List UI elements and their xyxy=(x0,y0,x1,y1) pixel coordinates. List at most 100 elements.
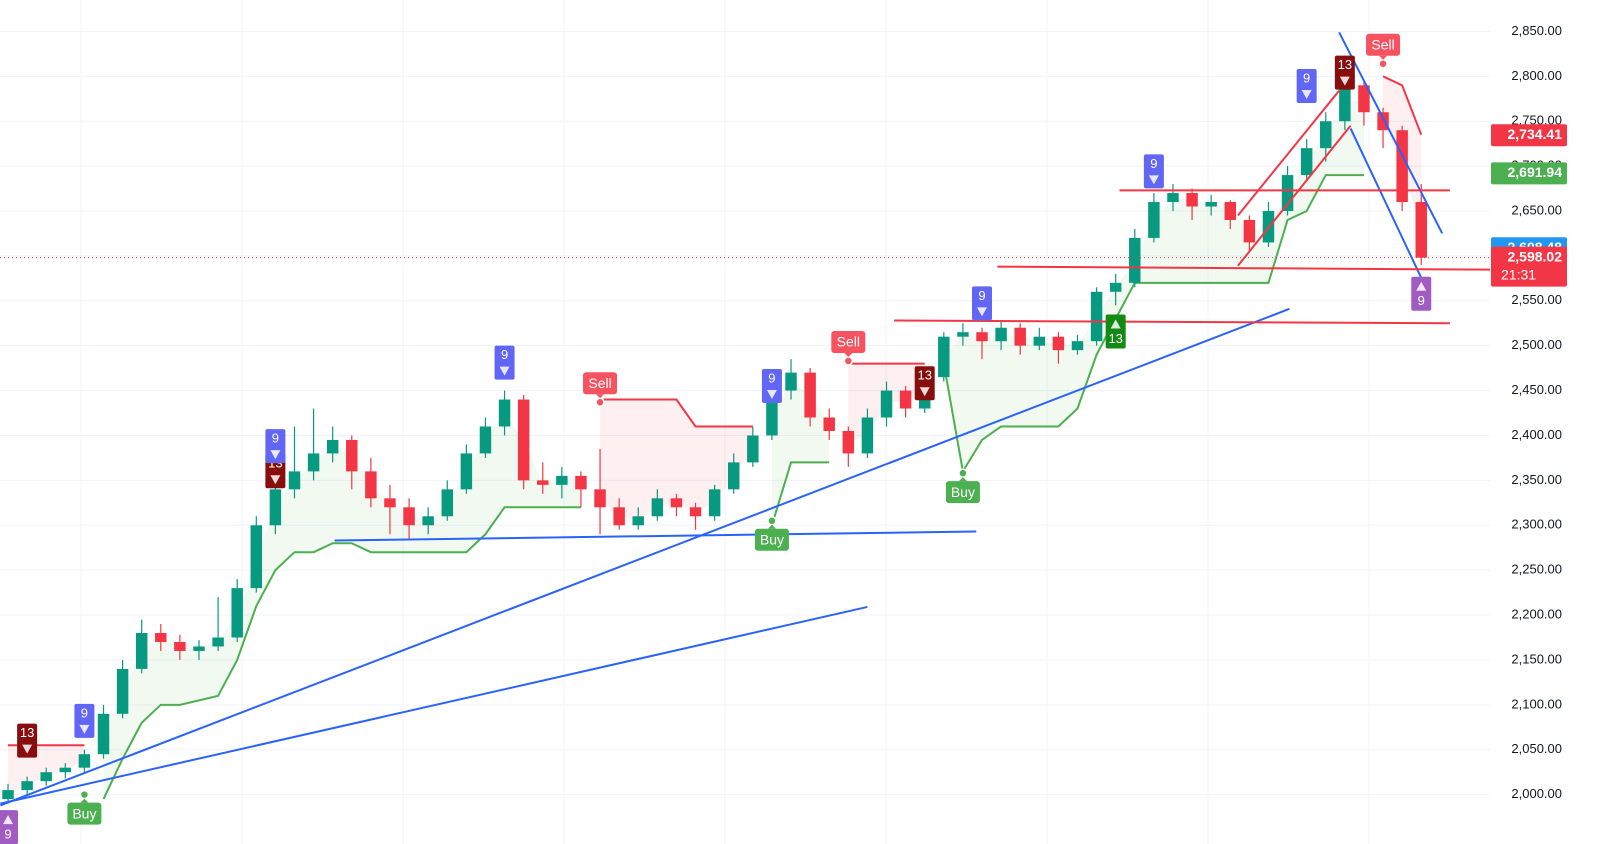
candle-body xyxy=(785,372,797,391)
trend-line xyxy=(997,265,1490,271)
signal-arrow xyxy=(3,815,14,825)
signal-badge xyxy=(831,330,866,353)
candle-body xyxy=(403,507,415,526)
candle-body xyxy=(1167,193,1179,203)
candle-body xyxy=(231,588,243,638)
signal-count: 9 xyxy=(768,370,775,385)
candle-body xyxy=(1186,193,1198,207)
y-tick-label: 2,850.00 xyxy=(1511,23,1562,38)
y-tick-label: 2,300.00 xyxy=(1511,517,1562,532)
signal-arrow xyxy=(977,307,988,317)
signal-arrow xyxy=(1339,76,1350,86)
signal-count: 9 xyxy=(501,347,508,362)
candle-body xyxy=(441,489,453,517)
candle-body xyxy=(307,453,320,472)
y-tick-label: 2,450.00 xyxy=(1511,382,1562,397)
signal: Buy xyxy=(67,789,102,825)
candle-body xyxy=(613,507,625,526)
signal: 9 xyxy=(1411,276,1432,311)
candle-body xyxy=(899,390,912,409)
signal-counter xyxy=(972,286,993,321)
trend-line xyxy=(0,605,868,805)
signal-arrow xyxy=(22,744,33,754)
trend-fill xyxy=(103,413,581,800)
signal-counter xyxy=(1334,55,1355,90)
signal-badge xyxy=(67,802,102,825)
signal-count: 9 xyxy=(1303,70,1310,85)
candle-body xyxy=(498,399,511,427)
candle-body xyxy=(575,475,587,490)
candle-body xyxy=(995,327,1007,342)
candle-body xyxy=(460,453,473,490)
signal-counter xyxy=(1411,276,1432,311)
y-tick-label: 2,200.00 xyxy=(1511,606,1562,621)
signal-tail xyxy=(844,352,853,357)
signal: 9 xyxy=(1296,69,1317,104)
trend-fill xyxy=(943,98,1364,472)
candle-body xyxy=(537,480,549,485)
candle-body xyxy=(212,637,224,647)
signal-label: Sell xyxy=(837,334,860,350)
candle-body xyxy=(1396,130,1408,203)
y-tick-label: 2,050.00 xyxy=(1511,741,1562,756)
signal-arrow xyxy=(270,450,281,460)
y-tick-label: 2,550.00 xyxy=(1511,292,1562,307)
price-countdown: 21:31 xyxy=(1501,266,1536,282)
signal: Sell xyxy=(1366,33,1401,69)
signal-count: 9 xyxy=(81,705,88,720)
candle-body xyxy=(938,336,950,378)
candle-body xyxy=(1205,202,1217,207)
signal-count: 9 xyxy=(978,288,985,303)
candle-body xyxy=(976,332,988,342)
signal-badge xyxy=(945,481,980,504)
candle-body xyxy=(1014,327,1026,346)
candle-body xyxy=(479,426,492,454)
candle-body xyxy=(1300,148,1313,176)
signal: 9 xyxy=(494,345,515,380)
signal: 13 xyxy=(17,723,38,758)
signal-count: 9 xyxy=(1150,156,1157,171)
candle-body xyxy=(594,489,606,508)
signal-pin xyxy=(767,516,777,526)
candle-body xyxy=(59,767,72,773)
signal-label: Buy xyxy=(72,805,96,821)
signal-arrow xyxy=(79,724,90,734)
candle-body xyxy=(116,668,129,714)
y-tick-label: 2,650.00 xyxy=(1511,202,1562,217)
signal: 9 xyxy=(972,286,993,321)
supertrend-line xyxy=(600,398,753,428)
signal-arrow xyxy=(766,389,777,399)
price-tag xyxy=(1491,246,1567,287)
candle-body xyxy=(1243,219,1256,243)
signal: 13 xyxy=(914,366,935,401)
price-tag xyxy=(1491,124,1567,147)
candle-body xyxy=(1415,202,1427,258)
signal-badge xyxy=(1366,33,1401,56)
signal-arrow xyxy=(499,366,510,376)
candle-body xyxy=(556,475,568,485)
candle-body xyxy=(288,471,301,490)
signal-pin xyxy=(79,789,90,800)
signal-arrow xyxy=(919,387,930,397)
y-tick-label: 2,150.00 xyxy=(1511,651,1562,666)
signal-tail xyxy=(958,477,967,482)
signal-counter xyxy=(914,366,935,401)
signal-count: 13 xyxy=(1338,57,1352,72)
signal-counter xyxy=(0,810,19,844)
signal-count: 13 xyxy=(1108,331,1122,346)
signal-tail xyxy=(767,524,776,529)
price-tag xyxy=(1491,162,1567,185)
supertrend-line xyxy=(770,461,830,526)
candle-body xyxy=(40,772,52,782)
y-tick-label: 2,250.00 xyxy=(1511,562,1562,577)
candle-body xyxy=(1090,291,1103,342)
candle-body xyxy=(651,498,664,517)
supertrend-line xyxy=(942,174,1364,475)
signal-counter xyxy=(74,703,95,738)
signal-count: 9 xyxy=(272,431,279,446)
trend-fill xyxy=(771,381,830,526)
signal-arrow xyxy=(1148,175,1159,185)
signal-counter xyxy=(17,723,38,758)
y-tick-label: 2,000.00 xyxy=(1511,786,1562,801)
